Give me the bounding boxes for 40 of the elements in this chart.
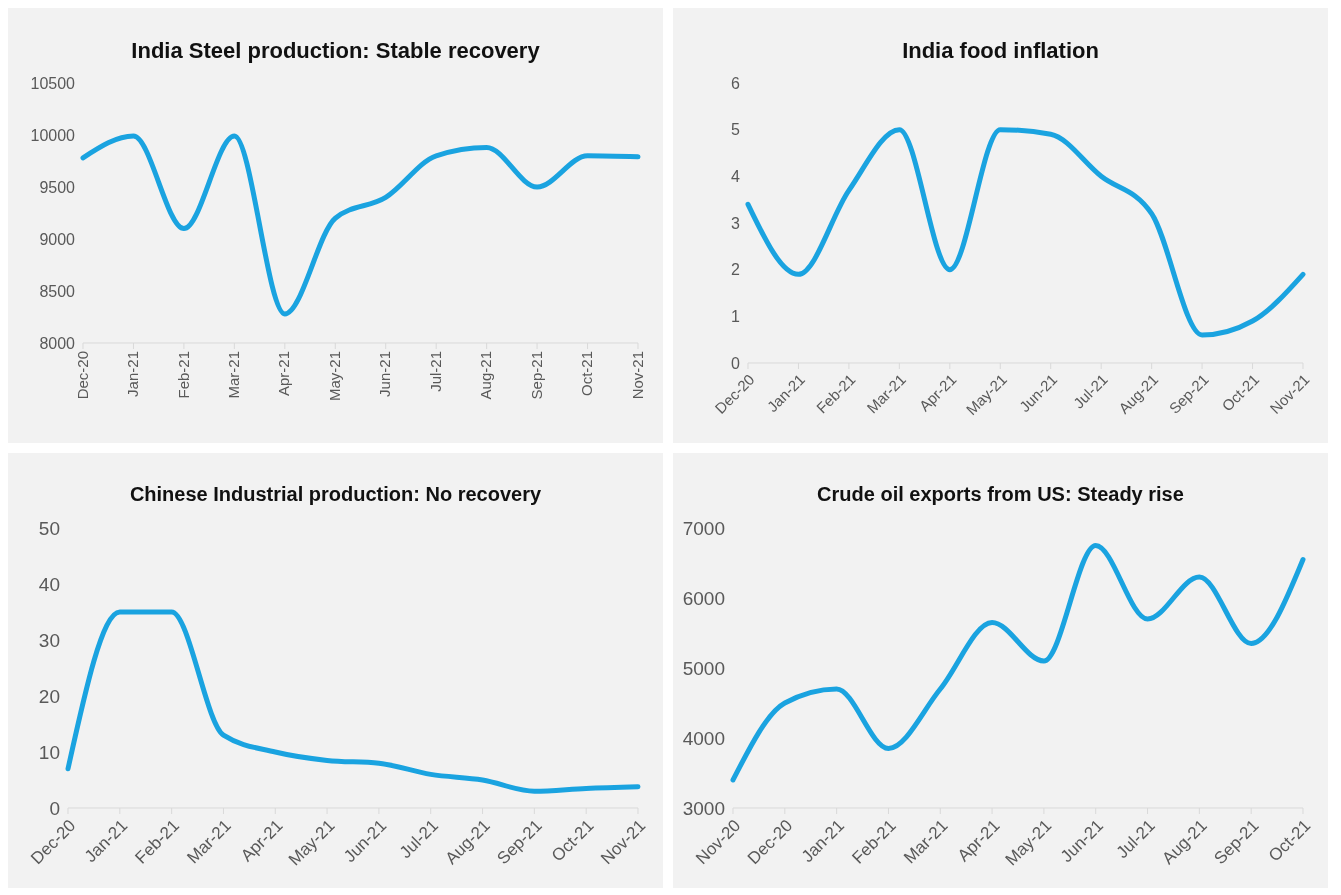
y-tick-label: 9500 [39,178,76,196]
x-tick-label: Sep-21 [527,351,545,400]
x-tick-label: Aug-21 [477,351,495,400]
y-tick-label: 0 [731,354,741,372]
y-tick-label: 10000 [30,126,76,144]
y-tick-label: 5 [731,121,741,139]
y-tick-label: 8000 [39,334,76,352]
y-tick-label: 1 [731,308,741,326]
x-tick-label: Dec-20 [73,351,91,400]
y-tick-label: 10500 [30,74,76,92]
x-tick-label: Jun-21 [376,351,394,397]
y-tick-label: 30 [38,629,60,651]
y-tick-label: 0 [49,797,60,819]
chart-title: Chinese Industrial production: No recovery [128,482,543,507]
y-tick-label: 5000 [682,657,725,679]
y-tick-label: 10 [38,741,60,763]
x-tick-label: Jul-21 [426,351,444,392]
x-tick-label: Apr-21 [275,351,293,397]
y-tick-label: 6000 [682,587,725,609]
x-tick-label: Mar-21 [225,351,243,399]
x-tick-label: Oct-21 [578,351,596,397]
y-tick-label: 6 [731,74,741,92]
y-tick-label: 2 [731,261,741,279]
chart-title: Crude oil exports from US: Steady rise [816,482,1185,507]
chart-title: India Steel production: Stable recovery [130,37,541,65]
x-tick-label: Jan-21 [124,351,142,397]
x-tick-label: May-21 [325,351,343,402]
y-tick-label: 20 [38,685,60,707]
y-tick-label: 40 [38,573,60,595]
y-tick-label: 3000 [682,797,725,819]
x-tick-label: Nov-21 [628,351,646,400]
y-tick-label: 4000 [682,727,725,749]
y-tick-label: 9000 [39,230,76,248]
chart-title: India food inflation [901,37,1100,65]
y-tick-label: 50 [38,517,60,539]
y-tick-label: 7000 [682,517,725,539]
y-tick-label: 4 [731,168,741,186]
y-tick-label: 8500 [39,282,76,300]
x-tick-label: Feb-21 [174,351,192,399]
y-tick-label: 3 [731,214,741,232]
